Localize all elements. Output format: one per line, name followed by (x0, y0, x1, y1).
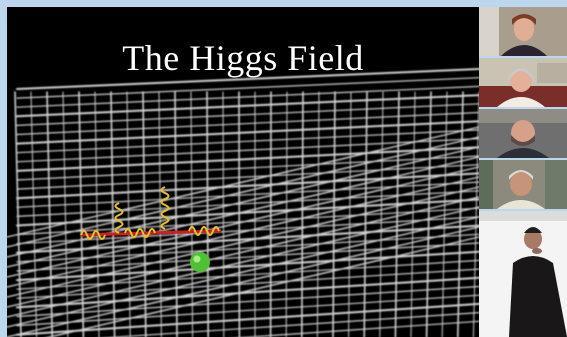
participant-video-5 (479, 211, 567, 337)
force-carrier-diagram (80, 186, 222, 272)
participant-gallery (479, 7, 567, 337)
participant-tile-1[interactable] (479, 7, 567, 56)
participant-tile-2[interactable] (479, 58, 567, 107)
participant-tile-3[interactable] (479, 109, 567, 158)
emitted-photon-1 (114, 202, 124, 234)
participant-video-3 (479, 109, 567, 158)
participant-video-4 (479, 160, 567, 209)
participant-video-2 (479, 58, 567, 107)
participant-video-1 (479, 7, 567, 56)
particle-path (80, 229, 222, 237)
photon-line-left (80, 226, 220, 240)
higgs-field-grid (7, 68, 479, 337)
ball-highlight (193, 255, 201, 263)
participant-tile-5[interactable] (479, 211, 567, 337)
screen-share[interactable]: The Higgs Field (7, 7, 479, 337)
higgs-boson-ball (190, 252, 210, 272)
slide-title: The Higgs Field (122, 38, 364, 78)
participant-tile-4[interactable] (479, 160, 567, 209)
emitted-photon-2 (160, 186, 170, 230)
